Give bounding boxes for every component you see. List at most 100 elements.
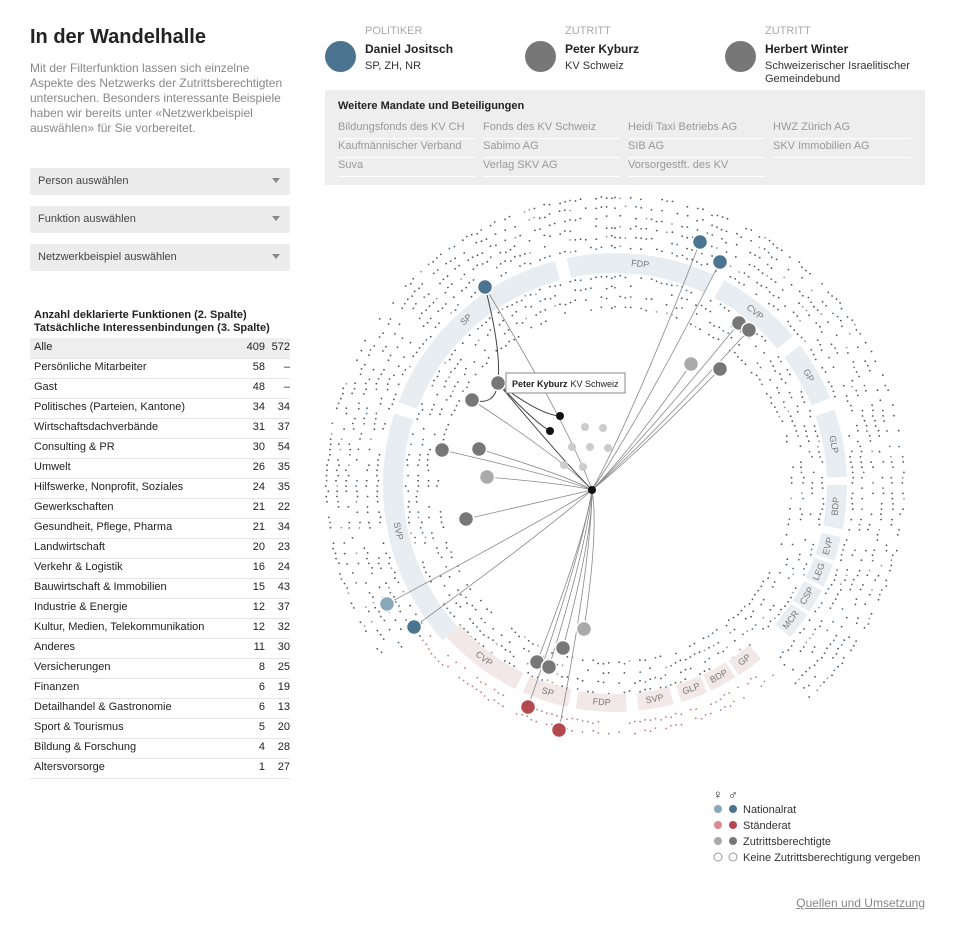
member-dot xyxy=(407,490,410,493)
link xyxy=(558,489,593,731)
member-dot xyxy=(720,228,723,231)
member-dot xyxy=(819,456,821,458)
member-dot xyxy=(882,487,884,489)
member-dot xyxy=(357,562,360,565)
table-cell: 11 xyxy=(253,641,265,653)
member-dot xyxy=(576,688,579,690)
member-dot xyxy=(891,497,894,500)
member-dot xyxy=(368,592,371,594)
member-dot xyxy=(351,422,354,425)
member-dot xyxy=(890,564,893,567)
dropdown[interactable]: Person auswählen xyxy=(30,168,290,195)
member-dot xyxy=(633,720,636,723)
sources-link[interactable]: Quellen und Umsetzung xyxy=(796,896,925,910)
member-dot xyxy=(885,585,888,587)
member-dot xyxy=(821,508,824,510)
avatar xyxy=(725,41,756,72)
member-dot xyxy=(623,672,626,674)
member-dot xyxy=(377,377,380,380)
member-dot xyxy=(512,655,515,658)
person-node xyxy=(489,374,507,392)
member-dot xyxy=(386,383,389,385)
member-dot xyxy=(579,279,582,282)
member-dot xyxy=(364,630,367,633)
member-dot xyxy=(480,617,483,620)
member-dot xyxy=(778,391,780,394)
member-dot xyxy=(785,533,788,536)
member-dot xyxy=(339,573,341,575)
member-dot xyxy=(700,717,703,720)
table-cell: Gast xyxy=(34,381,58,393)
member-dot xyxy=(797,435,799,437)
member-dot xyxy=(808,619,811,622)
member-dot xyxy=(902,508,904,510)
member-dot xyxy=(605,215,608,218)
member-dot xyxy=(820,313,823,316)
member-dot xyxy=(469,618,471,620)
member-dot xyxy=(380,567,382,570)
member-dot xyxy=(798,553,801,556)
member-dot xyxy=(563,209,566,212)
member-dot xyxy=(693,653,696,655)
member-dot xyxy=(645,228,648,230)
member-dot xyxy=(548,203,551,206)
party-label: SVP xyxy=(645,692,665,705)
member-dot xyxy=(357,407,360,410)
table-cell: 6 xyxy=(258,701,265,713)
legend-dot xyxy=(714,837,722,845)
member-dot xyxy=(866,430,868,432)
member-dot xyxy=(818,518,820,521)
dropdown[interactable]: Netzwerkbeispiel auswählen xyxy=(30,244,290,271)
table-row: Politisches (Parteien, Kantone) 34 34 xyxy=(30,398,290,419)
member-dot xyxy=(792,591,794,594)
member-dot xyxy=(884,384,887,387)
member-dot xyxy=(790,497,793,500)
member-dot xyxy=(380,651,383,654)
member-dot xyxy=(408,521,410,524)
member-dot xyxy=(825,304,827,307)
member-dot xyxy=(356,359,358,361)
member-dot xyxy=(340,397,342,400)
member-dot xyxy=(645,298,648,300)
member-dot xyxy=(702,219,704,221)
member-dot xyxy=(715,701,717,703)
member-dot xyxy=(611,277,613,280)
table-cell: Hilfswerke, Nonprofit, Soziales xyxy=(34,481,184,493)
member-dot xyxy=(586,690,589,693)
member-dot xyxy=(799,650,802,653)
member-dot xyxy=(564,220,566,223)
member-dot xyxy=(365,412,368,415)
member-dot xyxy=(545,712,548,715)
member-dot xyxy=(855,622,858,625)
member-dot xyxy=(760,284,763,287)
legend-dot xyxy=(729,821,737,829)
table-cell: – xyxy=(283,381,290,393)
member-dot xyxy=(509,651,512,653)
member-dot xyxy=(528,240,531,242)
member-dot xyxy=(784,382,787,384)
member-dot xyxy=(858,569,861,572)
legend-dot xyxy=(729,805,737,813)
table-row: Kultur, Medien, Telekommunikation 12 32 xyxy=(30,618,290,639)
dropdown[interactable]: Funktion auswählen xyxy=(30,206,290,233)
member-dot xyxy=(619,245,622,248)
member-dot xyxy=(409,341,412,344)
member-dot xyxy=(712,336,715,339)
member-dot xyxy=(724,705,726,708)
member-dot xyxy=(592,722,594,725)
member-dot xyxy=(586,720,589,723)
member-dot xyxy=(504,344,507,347)
member-dot xyxy=(726,646,728,649)
member-dot xyxy=(445,541,448,544)
member-dot xyxy=(605,197,608,200)
member-dot xyxy=(564,250,566,253)
member-dot xyxy=(489,245,492,248)
member-dot xyxy=(600,296,603,299)
member-dot xyxy=(442,526,445,529)
person-node xyxy=(740,321,758,339)
member-dot xyxy=(821,482,823,484)
member-dot xyxy=(805,309,808,312)
member-dot xyxy=(771,586,774,588)
member-dot xyxy=(665,283,668,286)
member-dot xyxy=(768,291,771,293)
